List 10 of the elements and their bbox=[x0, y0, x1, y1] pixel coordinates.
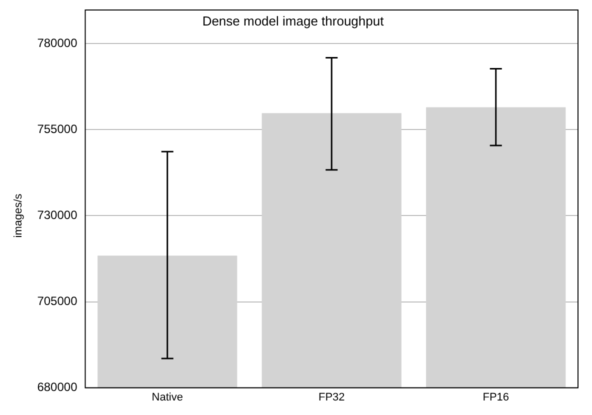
y-axis-title: images/s bbox=[12, 193, 25, 238]
chart-title: Dense model image throughput bbox=[202, 13, 384, 28]
y-tick-label: 705000 bbox=[37, 294, 78, 308]
x-tick-label: FP32 bbox=[318, 391, 345, 404]
y-tick-label: 755000 bbox=[37, 122, 78, 136]
x-tick-label: Native bbox=[152, 391, 183, 404]
x-tick-label: FP16 bbox=[482, 391, 510, 404]
y-tick-label: 680000 bbox=[37, 380, 78, 394]
y-tick-label: 780000 bbox=[37, 36, 78, 50]
y-tick-label: 730000 bbox=[37, 208, 78, 222]
